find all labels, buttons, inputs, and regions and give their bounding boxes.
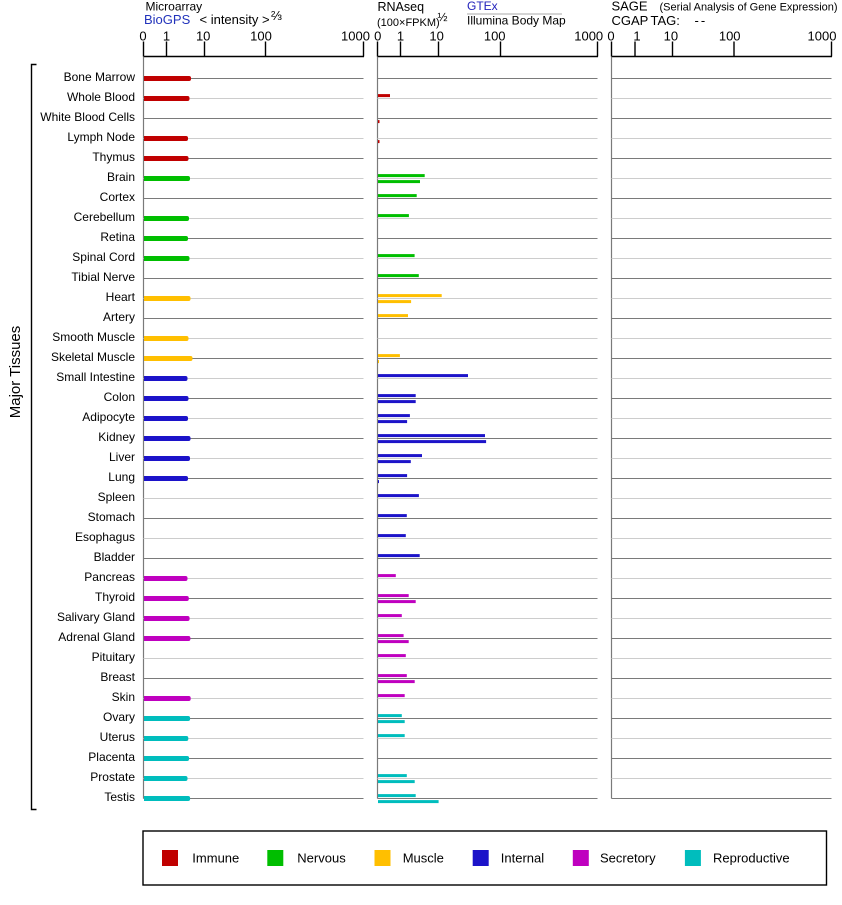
svg-text:Internal: Internal: [501, 851, 544, 866]
svg-text:Bone Marrow: Bone Marrow: [64, 70, 136, 84]
svg-text:Liver: Liver: [109, 450, 135, 464]
svg-text:Secretory: Secretory: [600, 851, 656, 866]
svg-text:Stomach: Stomach: [88, 510, 135, 524]
svg-text:Placenta: Placenta: [88, 750, 135, 764]
svg-text:1000: 1000: [808, 29, 837, 44]
svg-text:(Serial Analysis of Gene Expre: (Serial Analysis of Gene Expression): [660, 2, 838, 14]
svg-text:Adipocyte: Adipocyte: [82, 410, 135, 424]
svg-text:Lung: Lung: [108, 470, 135, 484]
svg-text:Uterus: Uterus: [100, 730, 135, 744]
svg-text:Skin: Skin: [112, 690, 135, 704]
svg-text:Retina: Retina: [100, 230, 135, 244]
svg-text:BioGPS: BioGPS: [144, 12, 191, 27]
svg-text:Tibial Nerve: Tibial Nerve: [71, 270, 135, 284]
svg-text:Small Intestine: Small Intestine: [56, 370, 135, 384]
svg-text:Thymus: Thymus: [92, 150, 135, 164]
svg-text:Muscle: Muscle: [403, 851, 444, 866]
svg-text:Esophagus: Esophagus: [75, 530, 135, 544]
svg-text:1: 1: [397, 29, 404, 44]
svg-text:TAG:: TAG:: [651, 13, 680, 28]
svg-text:Lymph Node: Lymph Node: [67, 130, 135, 144]
svg-text:1000: 1000: [341, 29, 370, 44]
svg-text:SAGE: SAGE: [612, 0, 648, 14]
svg-text:CGAP: CGAP: [612, 13, 649, 28]
svg-text:Testis: Testis: [104, 790, 135, 804]
svg-text:Skeletal Muscle: Skeletal Muscle: [51, 350, 135, 364]
svg-text:10: 10: [664, 29, 678, 44]
svg-text:(100×FPKM): (100×FPKM): [377, 17, 440, 29]
svg-text:Kidney: Kidney: [98, 430, 135, 444]
svg-text:GTEx: GTEx: [467, 0, 498, 13]
svg-text:Prostate: Prostate: [90, 770, 135, 784]
svg-text:Ovary: Ovary: [103, 710, 135, 724]
svg-text:Salivary Gland: Salivary Gland: [57, 610, 135, 624]
svg-text:0: 0: [139, 29, 146, 44]
svg-text:0: 0: [374, 29, 381, 44]
svg-text:10: 10: [196, 29, 210, 44]
svg-text:100: 100: [250, 29, 272, 44]
svg-text:100: 100: [484, 29, 506, 44]
svg-text:⅔: ⅔: [271, 8, 282, 23]
svg-text:--: --: [695, 13, 708, 28]
svg-text:Bladder: Bladder: [94, 550, 135, 564]
svg-text:Colon: Colon: [104, 390, 135, 404]
svg-text:Cortex: Cortex: [100, 190, 135, 204]
svg-text:Reproductive: Reproductive: [713, 851, 790, 866]
svg-text:White Blood Cells: White Blood Cells: [40, 110, 135, 124]
svg-text:Illumina Body Map: Illumina Body Map: [467, 14, 566, 28]
svg-text:Microarray: Microarray: [146, 0, 203, 14]
svg-text:10: 10: [429, 29, 443, 44]
svg-text:Smooth Muscle: Smooth Muscle: [52, 330, 135, 344]
svg-text:1: 1: [163, 29, 170, 44]
svg-text:½: ½: [438, 10, 448, 24]
svg-text:Whole Blood: Whole Blood: [67, 90, 135, 104]
svg-text:Artery: Artery: [103, 310, 135, 324]
svg-text:Spleen: Spleen: [98, 490, 135, 504]
svg-text:0: 0: [607, 29, 614, 44]
svg-text:Brain: Brain: [107, 170, 135, 184]
svg-text:100: 100: [719, 29, 741, 44]
svg-text:Pituitary: Pituitary: [92, 650, 135, 664]
svg-text:Nervous: Nervous: [297, 851, 346, 866]
svg-text:RNAseq: RNAseq: [378, 0, 425, 14]
svg-text:Pancreas: Pancreas: [84, 570, 135, 584]
svg-text:1: 1: [633, 29, 640, 44]
svg-text:Adrenal Gland: Adrenal Gland: [58, 630, 135, 644]
svg-text:Heart: Heart: [106, 290, 136, 304]
svg-text:Breast: Breast: [100, 670, 135, 684]
svg-text:Immune: Immune: [192, 851, 239, 866]
svg-text:1000: 1000: [574, 29, 603, 44]
svg-text:< intensity >: < intensity >: [200, 12, 270, 27]
svg-text:Spinal Cord: Spinal Cord: [72, 250, 135, 264]
svg-text:Cerebellum: Cerebellum: [74, 210, 135, 224]
svg-text:Thyroid: Thyroid: [95, 590, 135, 604]
svg-text:Major Tissues: Major Tissues: [7, 326, 24, 419]
